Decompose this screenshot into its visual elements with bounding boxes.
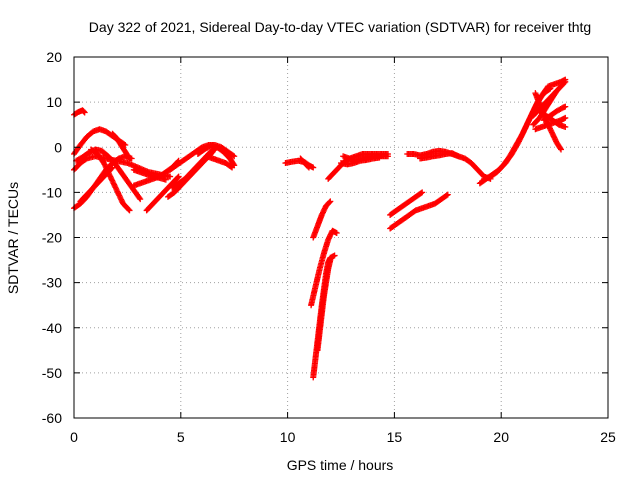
y-tick-label: -60 [42, 410, 62, 426]
data-series [387, 189, 426, 218]
y-tick-label: -20 [42, 230, 62, 246]
data-point [231, 153, 238, 160]
x-tick-label: 20 [493, 429, 509, 445]
y-tick-label: 10 [46, 94, 62, 110]
y-tick-label: -50 [42, 365, 62, 381]
data-point [562, 114, 569, 121]
data-point [305, 163, 312, 170]
data-point [553, 87, 560, 94]
data-point [419, 189, 426, 196]
data-point [326, 199, 333, 206]
data-point [562, 103, 569, 110]
data-point [333, 229, 340, 236]
y-tick-label: 20 [46, 49, 62, 65]
data-point [167, 173, 174, 180]
x-tick-label: 15 [387, 429, 403, 445]
data-series [310, 198, 334, 241]
data-point [327, 257, 334, 264]
data-point [561, 79, 568, 86]
data-point [108, 165, 115, 172]
data-point [137, 196, 144, 203]
y-tick-label: -40 [42, 320, 62, 336]
x-tick-label: 25 [600, 429, 616, 445]
data-series [203, 153, 236, 171]
data-series [338, 154, 383, 168]
x-axis-label: GPS time / hours [287, 457, 394, 473]
data-series [314, 257, 334, 354]
data-point [227, 163, 234, 170]
data-point [80, 108, 87, 115]
data-series [77, 164, 116, 205]
data-point [331, 252, 338, 259]
data-point [557, 145, 564, 152]
y-tick-label: -30 [42, 275, 62, 291]
data-point [384, 153, 391, 160]
data-point [136, 195, 143, 202]
data-point [558, 146, 565, 153]
data-point [305, 164, 312, 171]
data-point [109, 164, 116, 171]
data-point [562, 78, 569, 85]
data-point [125, 206, 132, 213]
data-point [230, 152, 237, 159]
data-point [443, 192, 450, 199]
data-series [297, 155, 312, 171]
data-series [536, 108, 569, 130]
data-point [229, 164, 236, 171]
data-point [162, 176, 169, 183]
data-series [194, 142, 238, 169]
data-point [562, 123, 569, 130]
data-series [308, 227, 340, 309]
plot-frame [73, 56, 609, 419]
data-point [376, 154, 383, 161]
x-tick-label: 0 [70, 429, 78, 445]
x-tick-label: 10 [280, 429, 296, 445]
data-point [174, 174, 181, 181]
x-tick-label: 5 [177, 429, 185, 445]
data-series [73, 146, 144, 203]
data-point [126, 207, 133, 214]
data-point [553, 88, 560, 95]
data-series [71, 107, 88, 118]
data-point [175, 173, 182, 180]
data-points [71, 76, 569, 381]
grid-lines [74, 57, 608, 418]
x-tick-labels: 0 5 10 15 20 25 [70, 429, 616, 445]
y-tick-labels: -60 -50 -40 -30 -20 -10 0 10 20 [42, 49, 62, 426]
data-point [81, 109, 88, 116]
data-series [530, 87, 560, 128]
y-tick-label: -10 [42, 184, 62, 200]
y-tick-label: 0 [54, 139, 62, 155]
y-axis-label: SDTVAR / TECUs [5, 182, 21, 294]
chart-title: Day 322 of 2021, Sidereal Day-to-day VTE… [89, 19, 591, 35]
data-point [444, 191, 451, 198]
data-series [387, 191, 451, 232]
data-point [128, 155, 135, 162]
data-point [327, 198, 334, 205]
data-point [418, 190, 425, 197]
